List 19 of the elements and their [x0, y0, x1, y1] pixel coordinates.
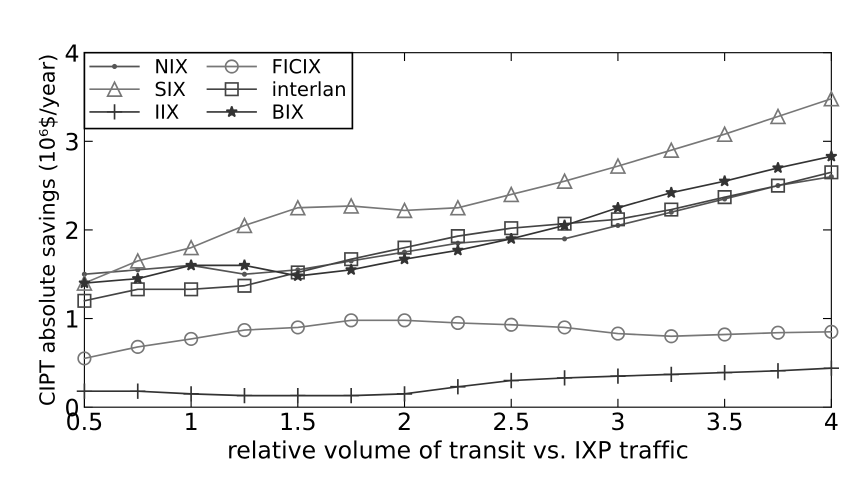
x-axis-title: relative volume of transit vs. IXP traffic [229, 440, 688, 459]
y-tick-label: 2 [66, 221, 78, 239]
y-axis-title: CIPT absolute savings (10⁶$/year) [38, 56, 59, 405]
x-tick-label: 2.5 [494, 412, 528, 430]
legend-label: BIX [274, 104, 304, 119]
x-tick-label: 1.5 [282, 412, 315, 430]
y-tick-label: 4 [66, 44, 78, 62]
y-tick-label: 3 [66, 132, 78, 151]
x-tick-label: 3.5 [708, 412, 742, 430]
legend-label: IIX [156, 104, 179, 119]
x-tick-label: 2 [398, 412, 410, 430]
y-tick-label: 1 [67, 310, 78, 328]
x-tick-label: 4 [824, 412, 838, 430]
legend-label: FICIX [274, 58, 321, 74]
legend-label: NIX [156, 59, 188, 74]
x-tick-label: 1 [186, 412, 196, 430]
legend-label: interlan [273, 81, 345, 96]
x-tick-label: 3 [612, 412, 624, 430]
legend-label: SIX [156, 82, 186, 96]
